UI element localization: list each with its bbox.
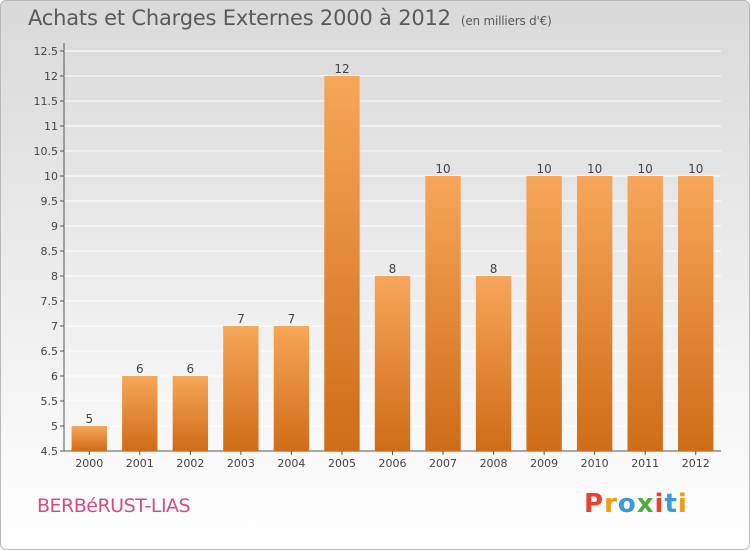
x-tick-label: 2005 [328, 457, 356, 470]
logo-letter: i [654, 489, 665, 519]
bar [122, 376, 158, 451]
logo-letter: P [584, 489, 605, 519]
bar [526, 176, 562, 451]
bar [324, 76, 360, 451]
x-tick-label: 2011 [631, 457, 659, 470]
bar-value-label: 10 [688, 162, 703, 176]
y-tick-label: 8 [51, 270, 58, 283]
y-tick-label: 11.5 [34, 95, 59, 108]
x-tick-label: 2010 [581, 457, 609, 470]
y-tick-label: 9.5 [41, 195, 59, 208]
y-tick-label: 7.5 [41, 295, 59, 308]
y-tick-label: 7 [51, 320, 58, 333]
bar-value-label: 7 [288, 312, 296, 326]
bar-value-label: 10 [435, 162, 450, 176]
x-tick-label: 2003 [227, 457, 255, 470]
x-tick-label: 2006 [379, 457, 407, 470]
x-tick-label: 2001 [126, 457, 154, 470]
y-tick-label: 8.5 [41, 245, 59, 258]
bar [71, 426, 107, 451]
bar [425, 176, 461, 451]
x-tick-label: 2012 [682, 457, 710, 470]
chart-title-text: Achats et Charges Externes 2000 à 2012 [28, 6, 451, 30]
x-tick-label: 2004 [277, 457, 305, 470]
place-name: BERBéRUST-LIAS [37, 495, 191, 517]
x-tick-label: 2007 [429, 457, 457, 470]
y-tick-label: 5 [51, 420, 58, 433]
logo-letter: x [636, 489, 655, 519]
bar-value-label: 7 [237, 312, 245, 326]
logo-letter: i [677, 489, 688, 519]
bar-value-label: 10 [638, 162, 653, 176]
bar [273, 326, 310, 451]
bar-value-label: 8 [389, 262, 397, 276]
y-tick-label: 12 [44, 70, 58, 83]
y-tick-label: 5.5 [41, 395, 59, 408]
y-tick-label: 11 [44, 120, 58, 133]
logo-letter: o [617, 489, 637, 519]
logo-letter: r [604, 489, 618, 519]
x-tick-label: 2000 [75, 457, 103, 470]
proxiti-logo: Proxiti [584, 489, 688, 519]
x-tick-label: 2009 [530, 457, 558, 470]
bar [678, 176, 714, 451]
y-tick-label: 6 [51, 370, 58, 383]
bar [223, 326, 259, 451]
bar-value-label: 8 [490, 262, 498, 276]
x-tick-label: 2008 [480, 457, 508, 470]
y-tick-label: 10.5 [34, 145, 59, 158]
y-tick-label: 9 [51, 220, 58, 233]
bar [627, 176, 663, 451]
y-tick-label: 4.5 [41, 445, 59, 458]
chart-title: Achats et Charges Externes 2000 à 2012 (e… [28, 6, 552, 30]
bar-value-label: 10 [587, 162, 602, 176]
bar-value-label: 10 [536, 162, 551, 176]
x-tick-label: 2002 [176, 457, 204, 470]
bar [576, 176, 613, 451]
chart-subtitle: (en milliers d'€) [460, 14, 552, 28]
bar-value-label: 12 [334, 62, 349, 76]
bar-value-label: 5 [85, 412, 93, 426]
bar-value-label: 6 [187, 362, 195, 376]
bar [374, 276, 411, 451]
y-tick-label: 10 [44, 170, 58, 183]
bar [172, 376, 209, 451]
logo-letter: t [664, 489, 678, 519]
bar [475, 276, 512, 451]
bar-value-label: 6 [136, 362, 144, 376]
y-tick-label: 12.5 [34, 45, 59, 58]
y-tick-label: 6.5 [41, 345, 59, 358]
